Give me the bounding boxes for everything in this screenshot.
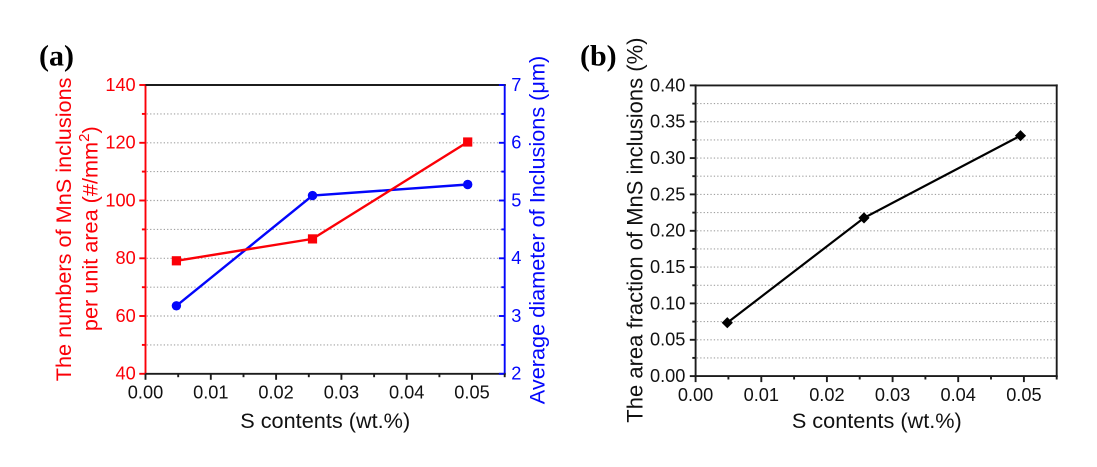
- svg-text:7: 7: [511, 75, 521, 95]
- svg-text:Average diameter of Inclusions: Average diameter of Inclusions (μm): [524, 56, 549, 404]
- svg-text:0.05: 0.05: [650, 330, 685, 350]
- svg-text:per unit area (#/mm2): per unit area (#/mm2): [76, 126, 102, 331]
- svg-text:100: 100: [105, 190, 135, 210]
- svg-text:0.15: 0.15: [650, 257, 685, 277]
- svg-text:The numbers of MnS inclusions: The numbers of MnS inclusions: [51, 77, 76, 381]
- svg-text:0.00: 0.00: [128, 383, 163, 403]
- svg-text:0.10: 0.10: [650, 293, 685, 313]
- svg-text:4: 4: [511, 248, 521, 268]
- svg-text:0.01: 0.01: [744, 385, 779, 405]
- svg-text:6: 6: [511, 133, 521, 153]
- svg-text:(a): (a): [39, 40, 74, 73]
- svg-text:40: 40: [115, 364, 135, 384]
- svg-text:0.25: 0.25: [650, 184, 685, 204]
- svg-text:60: 60: [115, 306, 135, 326]
- svg-text:80: 80: [115, 248, 135, 268]
- svg-text:0.01: 0.01: [193, 383, 228, 403]
- svg-text:0.20: 0.20: [650, 221, 685, 241]
- svg-text:S contents (wt.%): S contents (wt.%): [792, 408, 962, 433]
- svg-text:0.03: 0.03: [875, 385, 910, 405]
- svg-text:0.04: 0.04: [940, 385, 975, 405]
- svg-text:S contents (wt.%): S contents (wt.%): [240, 408, 410, 433]
- svg-text:0.00: 0.00: [678, 385, 713, 405]
- svg-text:2: 2: [511, 364, 521, 384]
- svg-text:0.40: 0.40: [650, 75, 685, 95]
- svg-text:(b): (b): [580, 40, 617, 73]
- svg-text:0.02: 0.02: [809, 385, 844, 405]
- svg-text:0.02: 0.02: [258, 383, 293, 403]
- svg-text:The area fraction of MnS inclu: The area fraction of MnS inclusions (%): [623, 38, 648, 423]
- svg-text:0.30: 0.30: [650, 148, 685, 168]
- svg-text:0.03: 0.03: [324, 383, 359, 403]
- svg-text:0.04: 0.04: [389, 383, 424, 403]
- svg-text:0.05: 0.05: [454, 383, 489, 403]
- svg-text:5: 5: [511, 190, 521, 210]
- svg-text:120: 120: [105, 133, 135, 153]
- svg-text:0.35: 0.35: [650, 112, 685, 132]
- svg-text:0.05: 0.05: [1006, 385, 1041, 405]
- svg-text:3: 3: [511, 306, 521, 326]
- svg-text:140: 140: [105, 75, 135, 95]
- svg-text:0.00: 0.00: [650, 366, 685, 386]
